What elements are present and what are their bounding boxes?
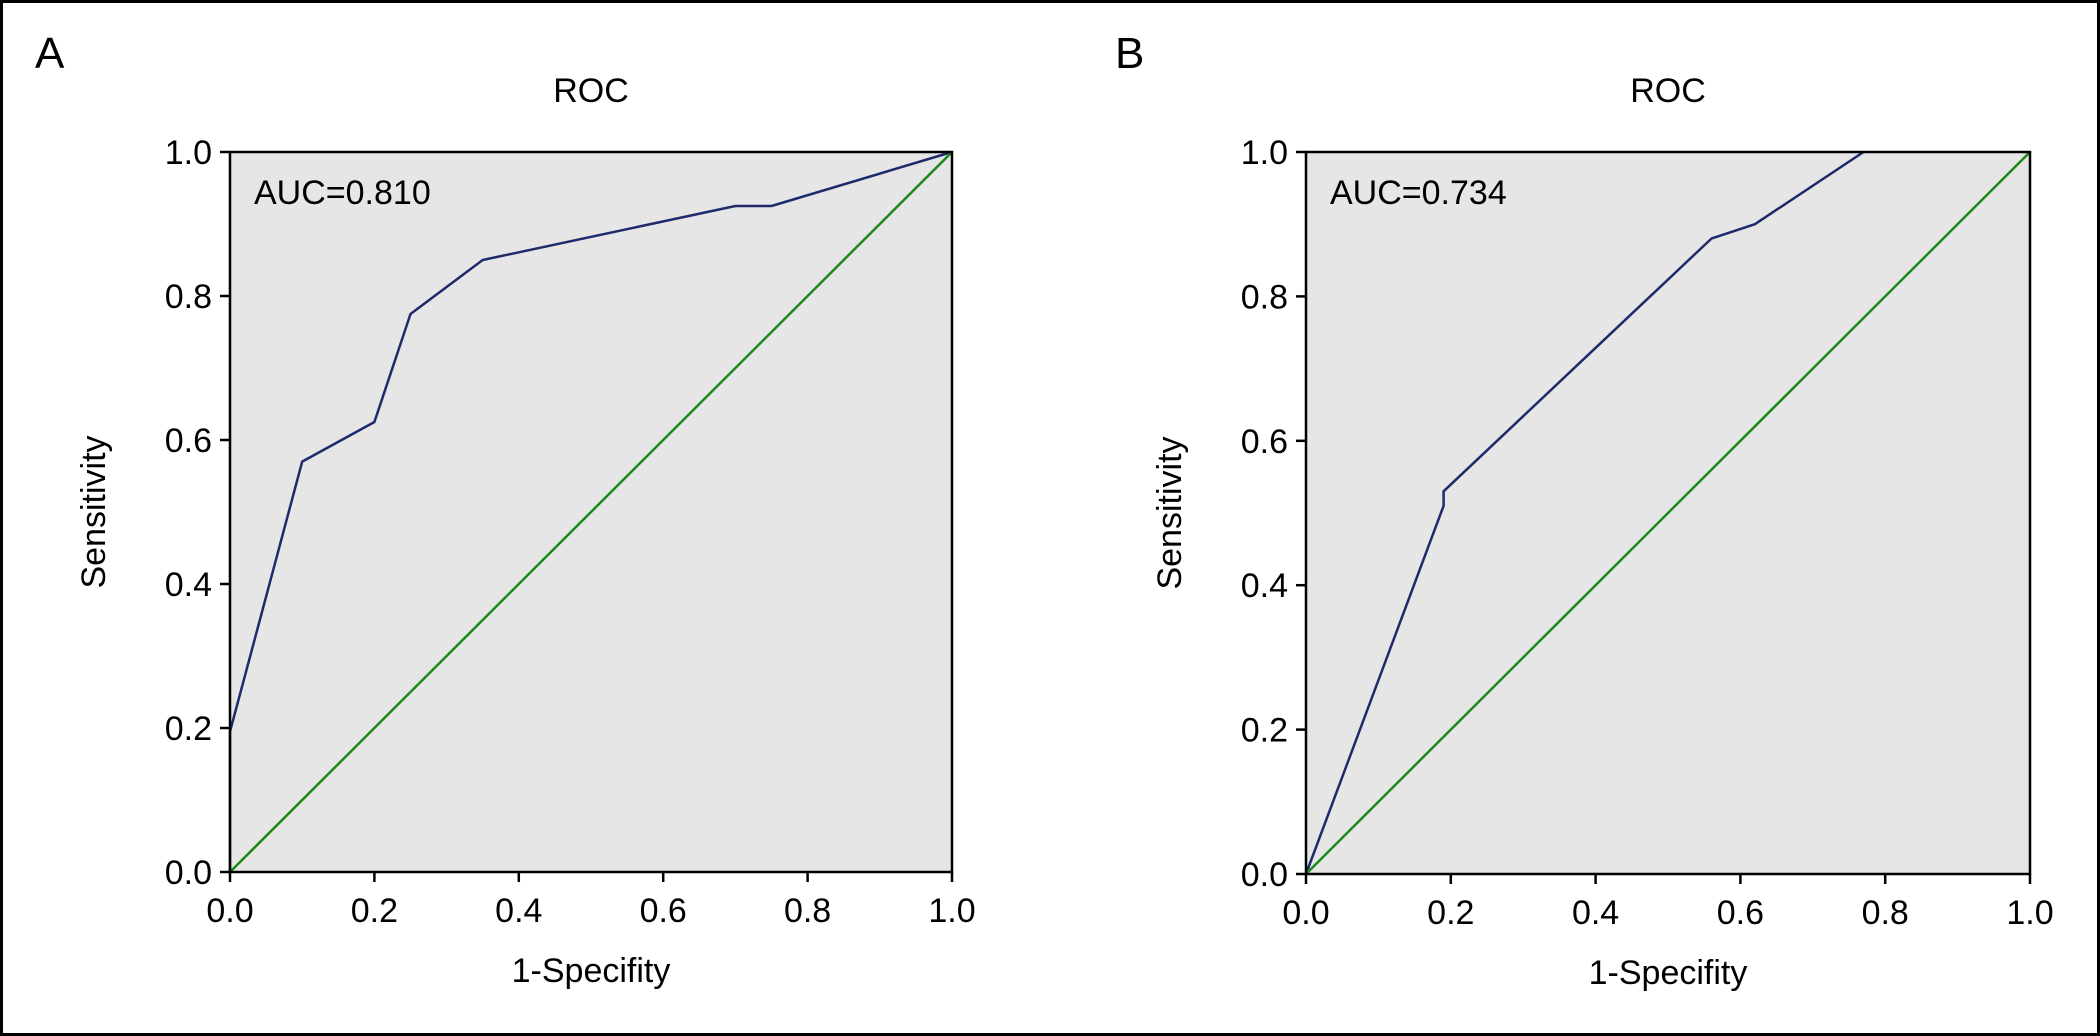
panel-a-y-tick-label: 0.4 <box>165 566 212 604</box>
panel-a-title: ROC <box>553 72 629 110</box>
panel-b-title: ROC <box>1630 72 1706 110</box>
panel-a-auc-annotation: AUC=0.810 <box>254 174 431 212</box>
panel-b-x-tick-label: 0.2 <box>1427 894 1474 932</box>
panel-a-y-tick-label: 0.2 <box>165 710 212 748</box>
panel-a-roc-curve <box>228 150 953 872</box>
panel-b-y-tick-label: 0.2 <box>1241 712 1288 750</box>
panel-a-axes-frame <box>228 150 954 874</box>
panel-b-axes-frame <box>1304 150 2032 876</box>
panel-b-y-tick-label: 0.0 <box>1241 856 1288 894</box>
panel-b-x-tick-label: 0.4 <box>1572 894 1619 932</box>
panel-a-y-tick-label: 1.0 <box>165 134 212 172</box>
panel-b-auc-annotation: AUC=0.734 <box>1330 174 1507 212</box>
panel-b-y-tick-label: 0.4 <box>1241 567 1288 605</box>
panel-a-x-tick-label: 1.0 <box>928 892 975 930</box>
panel-a-x-tick-label: 0.2 <box>351 892 398 930</box>
panel-a-reference-line <box>229 151 953 873</box>
panel-a-x-tick-label: 0.6 <box>640 892 687 930</box>
panel-b-y-tick-label: 1.0 <box>1241 134 1288 172</box>
panel-b-reference-line <box>1305 151 2031 875</box>
panel-b-label: B <box>1115 29 1144 78</box>
panel-b-y-axis-label: Sensitivity <box>1151 436 1189 589</box>
panel-a-x-tick-label: 0.8 <box>784 892 831 930</box>
panel-a-y-tick-label: 0.8 <box>165 278 212 316</box>
panel-b-roc-curve <box>1304 150 1865 875</box>
panel-a-y-tick-label: 0.0 <box>165 854 212 892</box>
panel-b-x-tick-label: 0.0 <box>1282 894 1329 932</box>
panel-b-x-tick-label: 0.8 <box>1862 894 1909 932</box>
panel-b-y-tick-label: 0.6 <box>1241 423 1288 461</box>
panel-a-x-tick-label: 0.4 <box>495 892 542 930</box>
panel-a-y-tick-label: 0.6 <box>165 422 212 460</box>
panel-b-x-axis-label: 1-Specifity <box>1589 954 1748 992</box>
panel-a-label: A <box>35 29 65 78</box>
panel-a-x-axis-label: 1-Specifity <box>512 952 671 990</box>
panel-b-y-tick-label: 0.8 <box>1241 278 1288 316</box>
panel-a-y-axis-label: Sensitivity <box>75 435 113 588</box>
panel-a-x-tick-label: 0.0 <box>206 892 253 930</box>
panel-b-x-tick-label: 0.6 <box>1717 894 1764 932</box>
panel-b-x-tick-label: 1.0 <box>2006 894 2053 932</box>
